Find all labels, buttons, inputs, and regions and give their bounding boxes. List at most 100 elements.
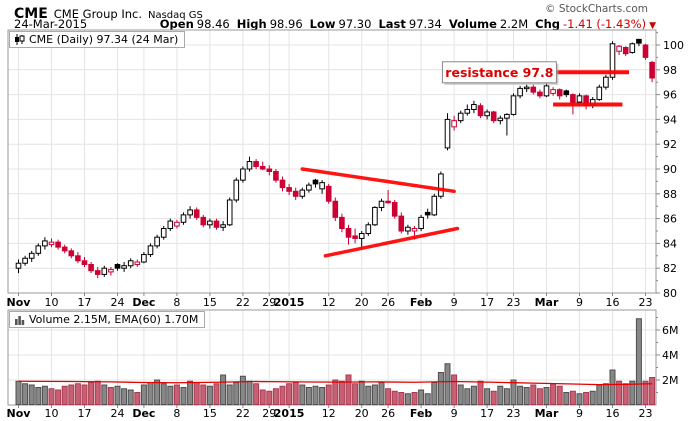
volume-panel-label: Volume 2.15M, EMA(60) 1.70M [9, 311, 206, 328]
price-panel-border [7, 29, 657, 294]
volume-bar [609, 369, 616, 405]
volume-bar [266, 390, 273, 405]
volume-bar [635, 318, 642, 405]
volume-bar [497, 385, 504, 405]
price-panel-label: CME (Daily) 97.34 (24 Mar) [9, 31, 186, 48]
x-axis-label: 29 [262, 296, 276, 309]
candle-body [352, 235, 358, 239]
volume-bar [510, 379, 517, 405]
candle-body [391, 201, 398, 217]
volume-bar [543, 387, 550, 405]
x-axis-label: 17 [480, 296, 494, 309]
candle-body [332, 200, 339, 218]
candle-body [259, 166, 266, 170]
x-axis-label: 22 [236, 407, 250, 420]
x-axis-label: Mar [535, 407, 559, 420]
x-axis-label: 23 [507, 296, 521, 309]
candle-body [543, 85, 550, 97]
x-axis-label: 2015 [274, 296, 305, 309]
volume-bar [470, 385, 477, 405]
volume-bar [503, 388, 510, 405]
volume-bar [490, 390, 497, 405]
price-axis-label: 80 [663, 287, 677, 300]
header-line1: CME CME Group Inc. Nasdaq GS [14, 3, 203, 22]
annotation-box [441, 61, 557, 84]
quote-value-high: 98.96 [269, 17, 303, 31]
volume-bar [338, 380, 345, 405]
candle-body [622, 46, 629, 55]
quote-label-high: High [236, 17, 267, 31]
candle-body [576, 95, 583, 103]
volume-bar [569, 390, 576, 405]
candle-body [570, 94, 576, 103]
volume-bar [220, 374, 227, 405]
x-axis-label: 15 [203, 407, 217, 420]
x-axis-label: 29 [262, 407, 276, 420]
x-axis-label: 8 [173, 296, 180, 309]
volume-bar [345, 374, 352, 405]
candle-body [22, 257, 28, 264]
price-axis-label: 84 [663, 237, 677, 250]
volume-bar [61, 385, 68, 405]
volume-bar [477, 380, 484, 405]
candle-body [550, 89, 556, 94]
candle-body [365, 224, 372, 234]
candle-body [127, 260, 134, 267]
x-axis-label: 20 [355, 296, 369, 309]
candlestick-chart-type-icon [15, 34, 25, 45]
volume-bar [299, 384, 306, 405]
volume-bar [523, 387, 530, 405]
volume-bar [649, 377, 656, 405]
x-axis-label: Feb [410, 407, 433, 420]
volume-bar [385, 388, 392, 405]
candle-body [154, 236, 160, 247]
volume-bar [365, 385, 372, 405]
chg-down-arrow-icon: ▼ [649, 21, 656, 31]
volume-bar [437, 372, 444, 405]
quote-strip: Open 98.46 High 98.96 Low 97.30 Last 97.34 Volum… [153, 17, 656, 31]
candle-body [207, 220, 213, 226]
candle-body [134, 261, 141, 265]
candle-body [286, 187, 292, 192]
quote-label-low: Low [309, 17, 336, 31]
x-axis-label: 26 [381, 296, 395, 309]
candle-body [101, 267, 108, 275]
quote-value-low: 97.30 [338, 17, 372, 31]
candle-body [160, 228, 167, 238]
volume-bar [431, 382, 438, 405]
x-axis-label: 16 [606, 296, 620, 309]
x-axis-label: 10 [45, 407, 59, 420]
volume-bar [332, 379, 339, 405]
x-axis-label: Nov [7, 407, 32, 420]
candle-body [319, 182, 325, 190]
volume-bar [418, 389, 425, 405]
candle-body [358, 232, 365, 239]
candle-body [372, 206, 378, 226]
candle-body [240, 168, 246, 181]
x-axis-label: 15 [203, 296, 217, 309]
candle-body [438, 173, 444, 197]
x-axis-label: 9 [576, 296, 583, 309]
candle-body [299, 189, 306, 197]
quote-label-volume: Volume [448, 17, 497, 31]
candle-body [490, 111, 497, 122]
volume-bar [292, 382, 299, 405]
volume-bar [200, 384, 207, 405]
volume-bar [536, 388, 543, 405]
x-axis-label: 9 [576, 407, 583, 420]
volume-bar [576, 393, 583, 405]
candle-body [61, 246, 68, 252]
x-axis-label: 23 [639, 296, 653, 309]
candle-body [15, 262, 22, 269]
volume-bar [154, 379, 161, 405]
candle-body [81, 260, 88, 265]
x-axis-label: 9 [451, 407, 458, 420]
candle-body [649, 61, 655, 79]
volume-bar [398, 392, 405, 405]
volume-bar [411, 392, 418, 405]
volume-bar [325, 384, 332, 405]
volume-bar [272, 388, 279, 405]
candle-body [504, 113, 510, 119]
volume-bar [484, 388, 491, 405]
